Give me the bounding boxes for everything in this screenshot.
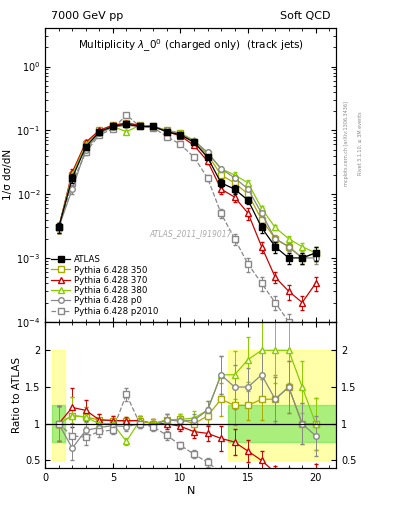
Bar [228,406,336,442]
Text: Rivet 3.1.10, ≥ 3M events: Rivet 3.1.10, ≥ 3M events [358,112,363,175]
Legend: ATLAS, Pythia 6.428 350, Pythia 6.428 370, Pythia 6.428 380, Pythia 6.428 p0, Py: ATLAS, Pythia 6.428 350, Pythia 6.428 37… [50,253,160,317]
Text: ATLAS_2011_I919017: ATLAS_2011_I919017 [149,229,232,238]
X-axis label: N: N [186,486,195,496]
Text: 7000 GeV pp: 7000 GeV pp [51,11,123,21]
Bar [52,350,66,460]
Text: Soft QCD: Soft QCD [280,11,330,21]
Y-axis label: Ratio to ATLAS: Ratio to ATLAS [12,357,22,433]
Bar [52,406,66,442]
Text: Multiplicity $\lambda\_0^0$ (charged only)  (track jets): Multiplicity $\lambda\_0^0$ (charged onl… [77,37,304,54]
Y-axis label: 1/σ dσ/dN: 1/σ dσ/dN [4,150,13,201]
Text: mcplots.cern.ch [arXiv:1306.3436]: mcplots.cern.ch [arXiv:1306.3436] [344,101,349,186]
Bar [228,350,336,460]
